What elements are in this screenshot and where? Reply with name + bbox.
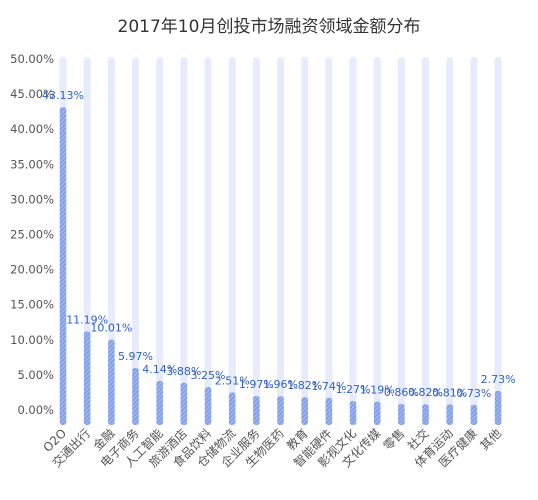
x-tick-label: 其他 bbox=[477, 426, 504, 453]
data-label: 1.97% bbox=[239, 378, 274, 391]
y-tick-label: 40.00% bbox=[10, 122, 54, 136]
bar-track bbox=[301, 57, 309, 425]
bar bbox=[422, 404, 429, 425]
data-label: 0.82% bbox=[408, 386, 443, 399]
data-label: 11.19% bbox=[66, 313, 108, 326]
bar bbox=[446, 404, 453, 425]
bar bbox=[349, 401, 357, 425]
y-tick-label: 15.00% bbox=[10, 298, 54, 312]
bar-track bbox=[325, 57, 333, 425]
bar bbox=[470, 404, 478, 425]
bar bbox=[156, 380, 163, 425]
data-label: 0.86% bbox=[384, 386, 419, 399]
bar-track bbox=[494, 57, 502, 425]
bar bbox=[180, 382, 188, 425]
bar-track bbox=[228, 57, 236, 425]
y-tick-label: 35.00% bbox=[10, 157, 54, 171]
data-label: 1.96% bbox=[263, 378, 298, 391]
data-label: 10.01% bbox=[90, 322, 132, 335]
y-tick-label: 25.00% bbox=[10, 228, 54, 242]
bar-track bbox=[446, 57, 454, 425]
y-tick-label: 45.00% bbox=[10, 87, 54, 101]
data-label: 4.14% bbox=[142, 363, 177, 376]
data-label: 0.81% bbox=[432, 386, 467, 399]
y-tick-label: 30.00% bbox=[10, 192, 54, 206]
bar bbox=[277, 396, 284, 425]
data-label: 3.25% bbox=[191, 369, 226, 382]
y-tick-label: 10.00% bbox=[10, 333, 54, 347]
bar-track bbox=[349, 57, 357, 425]
y-tick-label: 50.00% bbox=[10, 52, 54, 66]
bar bbox=[204, 387, 212, 425]
bar bbox=[228, 392, 236, 425]
y-tick-label: 5.00% bbox=[17, 368, 54, 382]
bar-track bbox=[107, 57, 115, 425]
bar-track bbox=[422, 57, 430, 425]
bar bbox=[373, 401, 381, 425]
bar bbox=[494, 390, 502, 425]
bar-track bbox=[180, 57, 188, 425]
data-label: 1.82% bbox=[287, 379, 322, 392]
x-tick-label: 零售 bbox=[380, 426, 408, 454]
data-label: 2.51% bbox=[215, 374, 250, 387]
data-label: 0.73% bbox=[456, 387, 491, 400]
data-label: 1.27% bbox=[336, 383, 371, 396]
y-tick-label: 20.00% bbox=[10, 263, 54, 277]
y-tick-label: 0.00% bbox=[17, 403, 54, 417]
bar-track bbox=[204, 57, 212, 425]
data-label: 1.74% bbox=[311, 380, 346, 393]
data-label: 1.19% bbox=[360, 384, 395, 397]
bar bbox=[59, 107, 67, 425]
data-label: 5.97% bbox=[118, 350, 153, 363]
bar-track bbox=[132, 57, 140, 425]
bar-track bbox=[373, 57, 381, 425]
data-label: 43.13% bbox=[42, 89, 84, 102]
bar bbox=[325, 397, 333, 425]
bar bbox=[132, 368, 139, 425]
bar-track bbox=[156, 57, 164, 425]
data-label: 3.88% bbox=[166, 365, 201, 378]
bar bbox=[108, 339, 115, 425]
bar bbox=[301, 397, 308, 425]
data-label: 2.73% bbox=[481, 373, 516, 386]
bar-track bbox=[397, 57, 405, 425]
bar-track bbox=[277, 57, 285, 425]
bar bbox=[398, 403, 405, 425]
bar-track bbox=[470, 57, 478, 425]
bar bbox=[83, 331, 91, 425]
chart-title: 2017年10月创投市场融资领域金额分布 bbox=[117, 17, 421, 37]
bar-track bbox=[252, 57, 260, 425]
bar bbox=[253, 396, 260, 425]
